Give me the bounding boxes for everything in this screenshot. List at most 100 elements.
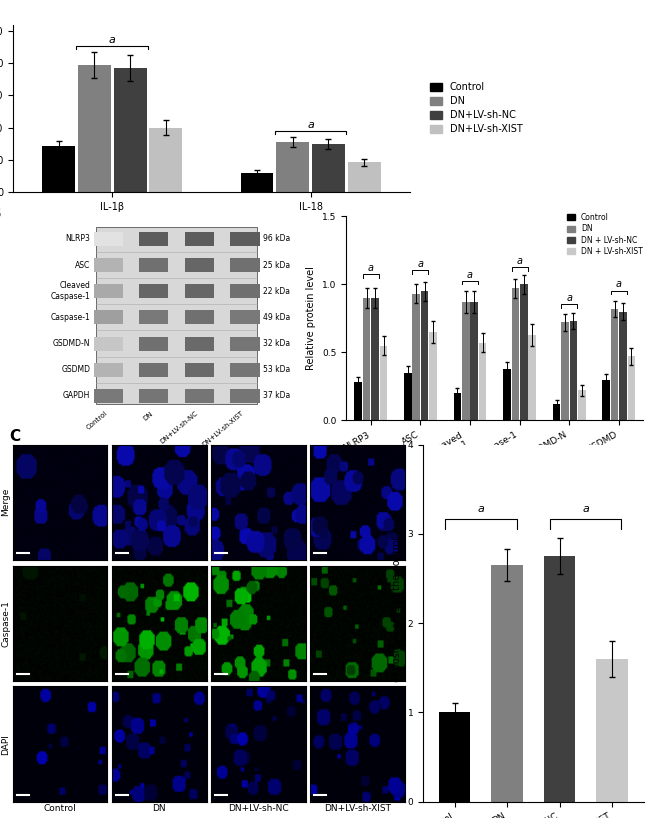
Bar — [139, 336, 168, 350]
Bar — [544, 556, 575, 802]
Text: GAPDH: GAPDH — [63, 391, 90, 400]
Bar — [596, 658, 628, 802]
Bar — [603, 380, 610, 420]
Bar — [561, 322, 569, 420]
Bar — [240, 173, 274, 192]
Bar — [503, 369, 511, 420]
Bar — [185, 336, 214, 350]
Bar — [139, 231, 168, 245]
Bar — [94, 336, 123, 350]
Bar — [94, 231, 123, 245]
Bar — [185, 258, 214, 272]
Bar — [471, 302, 478, 420]
Bar — [439, 712, 471, 802]
Text: a: a — [467, 270, 473, 280]
Text: GSDMD-N: GSDMD-N — [53, 339, 90, 348]
Text: a: a — [417, 258, 423, 269]
Text: B: B — [0, 206, 1, 221]
Text: NLRP3: NLRP3 — [66, 234, 90, 243]
Bar — [528, 335, 536, 420]
Text: 53 kDa: 53 kDa — [263, 365, 290, 374]
X-axis label: DN+LV-sh-NC: DN+LV-sh-NC — [228, 804, 289, 813]
Bar — [363, 298, 370, 420]
Y-axis label: Caspase-1: Caspase-1 — [1, 600, 10, 646]
Bar — [78, 65, 111, 192]
Text: a: a — [517, 256, 523, 266]
Y-axis label: Relative protein level: Relative protein level — [306, 267, 317, 371]
Bar — [139, 258, 168, 272]
X-axis label: DN+LV-sh-XIST: DN+LV-sh-XIST — [324, 804, 391, 813]
Bar — [94, 389, 123, 403]
Bar — [231, 310, 259, 324]
Text: a: a — [566, 293, 572, 303]
Bar — [96, 227, 257, 404]
Text: GSDMD: GSDMD — [61, 365, 90, 374]
Bar — [479, 343, 486, 420]
Bar — [114, 68, 146, 192]
Bar — [139, 362, 168, 377]
Text: a: a — [616, 279, 621, 289]
Bar — [454, 393, 461, 420]
Bar — [231, 389, 259, 403]
Bar — [42, 146, 75, 192]
Bar — [185, 362, 214, 377]
Y-axis label: DAPI: DAPI — [1, 734, 10, 754]
Bar — [94, 310, 123, 324]
Bar — [94, 362, 123, 377]
Bar — [231, 231, 259, 245]
Bar — [348, 163, 381, 192]
Text: a: a — [582, 504, 589, 515]
Text: ASC: ASC — [75, 260, 90, 269]
Bar — [231, 362, 259, 377]
Text: Cleaved
Caspase-1: Cleaved Caspase-1 — [51, 281, 90, 301]
Bar — [185, 284, 214, 298]
Bar — [139, 284, 168, 298]
Text: a: a — [307, 119, 314, 129]
Text: 22 kDa: 22 kDa — [263, 286, 290, 295]
Bar — [231, 284, 259, 298]
Bar — [520, 285, 528, 420]
Bar — [429, 332, 437, 420]
Bar — [354, 382, 362, 420]
Bar — [139, 389, 168, 403]
Text: 49 kDa: 49 kDa — [263, 312, 290, 321]
Bar — [94, 258, 123, 272]
Text: Control: Control — [85, 410, 108, 431]
Bar — [231, 336, 259, 350]
Bar — [404, 373, 411, 420]
Bar — [619, 312, 627, 420]
Bar — [627, 357, 635, 420]
Bar — [185, 310, 214, 324]
Text: 25 kDa: 25 kDa — [263, 260, 290, 269]
Y-axis label: Ratio of positive cells to the control: Ratio of positive cells to the control — [392, 537, 402, 710]
Bar — [569, 321, 577, 420]
Bar — [578, 390, 586, 420]
Legend: Control, DN, DN + LV-sh-NC, DN + LV-sh-XIST: Control, DN, DN + LV-sh-NC, DN + LV-sh-X… — [564, 210, 645, 259]
Text: a: a — [368, 263, 374, 273]
Bar — [150, 128, 182, 192]
Text: DN+LV-sh-XIST: DN+LV-sh-XIST — [202, 410, 245, 448]
Text: Caspase-1: Caspase-1 — [51, 312, 90, 321]
Bar — [413, 294, 420, 420]
Text: DN: DN — [142, 410, 154, 421]
Bar — [185, 231, 214, 245]
Bar — [552, 404, 560, 420]
Bar — [512, 289, 519, 420]
Bar — [312, 144, 345, 192]
Text: 32 kDa: 32 kDa — [263, 339, 290, 348]
Bar — [371, 298, 379, 420]
Text: 96 kDa: 96 kDa — [263, 234, 290, 243]
Text: C: C — [10, 429, 21, 444]
X-axis label: DN: DN — [153, 804, 166, 813]
Bar — [276, 142, 309, 192]
Legend: Control, DN, DN+LV-sh-NC, DN+LV-sh-XIST: Control, DN, DN+LV-sh-NC, DN+LV-sh-XIST — [430, 83, 523, 134]
Text: 37 kDa: 37 kDa — [263, 391, 290, 400]
Bar — [231, 258, 259, 272]
X-axis label: Control: Control — [44, 804, 77, 813]
Bar — [462, 302, 469, 420]
Bar — [491, 565, 523, 802]
Y-axis label: Merge: Merge — [1, 488, 10, 516]
Bar — [94, 284, 123, 298]
Bar — [380, 345, 387, 420]
Bar — [139, 310, 168, 324]
